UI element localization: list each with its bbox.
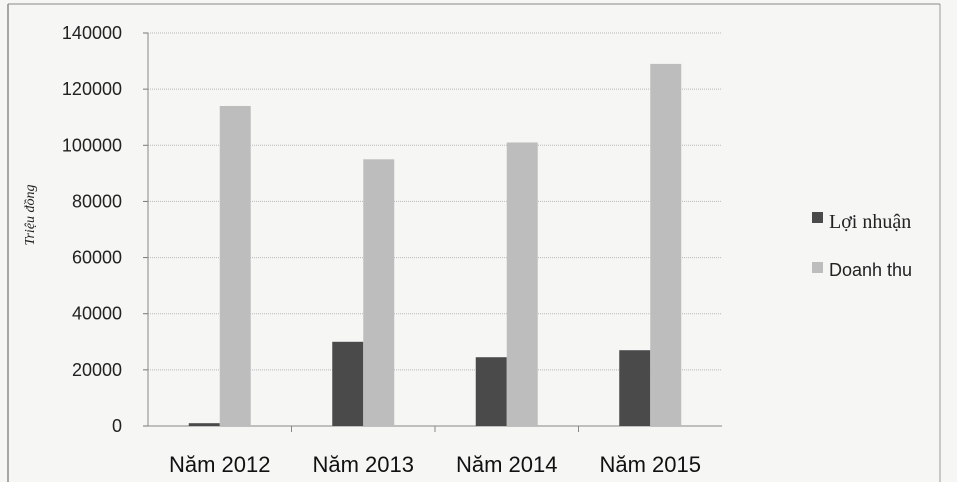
- bar-doanh-thu: [219, 105, 251, 426]
- y-tick-label: 20000: [72, 360, 122, 380]
- y-tick-label: 100000: [62, 135, 122, 155]
- y-axis-ticks: 0 20000 40000 60000 80000 100000 120000 140000: [62, 23, 122, 436]
- y-tick-label: 140000: [62, 23, 122, 43]
- x-category-label: Năm 2015: [599, 452, 701, 477]
- legend-swatch-doanh-thu: [812, 262, 823, 273]
- legend-label-doanh-thu: Doanh thu: [829, 260, 912, 280]
- legend-swatch-loi-nhuan: [812, 212, 823, 223]
- x-axis-categories: Năm 2012 Năm 2013 Năm 2014 Năm 2015: [169, 452, 701, 477]
- bar-loi-nhuan: [475, 357, 507, 426]
- y-tick-label: 60000: [72, 248, 122, 268]
- bar-doanh-thu: [650, 63, 682, 426]
- bars: [188, 63, 682, 427]
- legend-label-loi-nhuan: Lợi nhuận: [829, 211, 911, 233]
- x-category-label: Năm 2012: [169, 452, 271, 477]
- bar-doanh-thu: [506, 142, 538, 426]
- bar-loi-nhuan: [332, 341, 364, 426]
- x-category-label: Năm 2013: [312, 452, 414, 477]
- y-axis-label: Triệu đồng: [23, 184, 38, 245]
- bar-loi-nhuan: [188, 423, 220, 426]
- x-category-label: Năm 2014: [456, 452, 558, 477]
- y-tick-label: 40000: [72, 304, 122, 324]
- bar-doanh-thu: [363, 159, 395, 427]
- y-tick-label: 0: [112, 416, 122, 436]
- bar-loi-nhuan: [619, 350, 651, 426]
- y-tick-label: 80000: [72, 191, 122, 211]
- y-tick-label: 120000: [62, 79, 122, 99]
- legend: Lợi nhuận Doanh thu: [812, 211, 912, 280]
